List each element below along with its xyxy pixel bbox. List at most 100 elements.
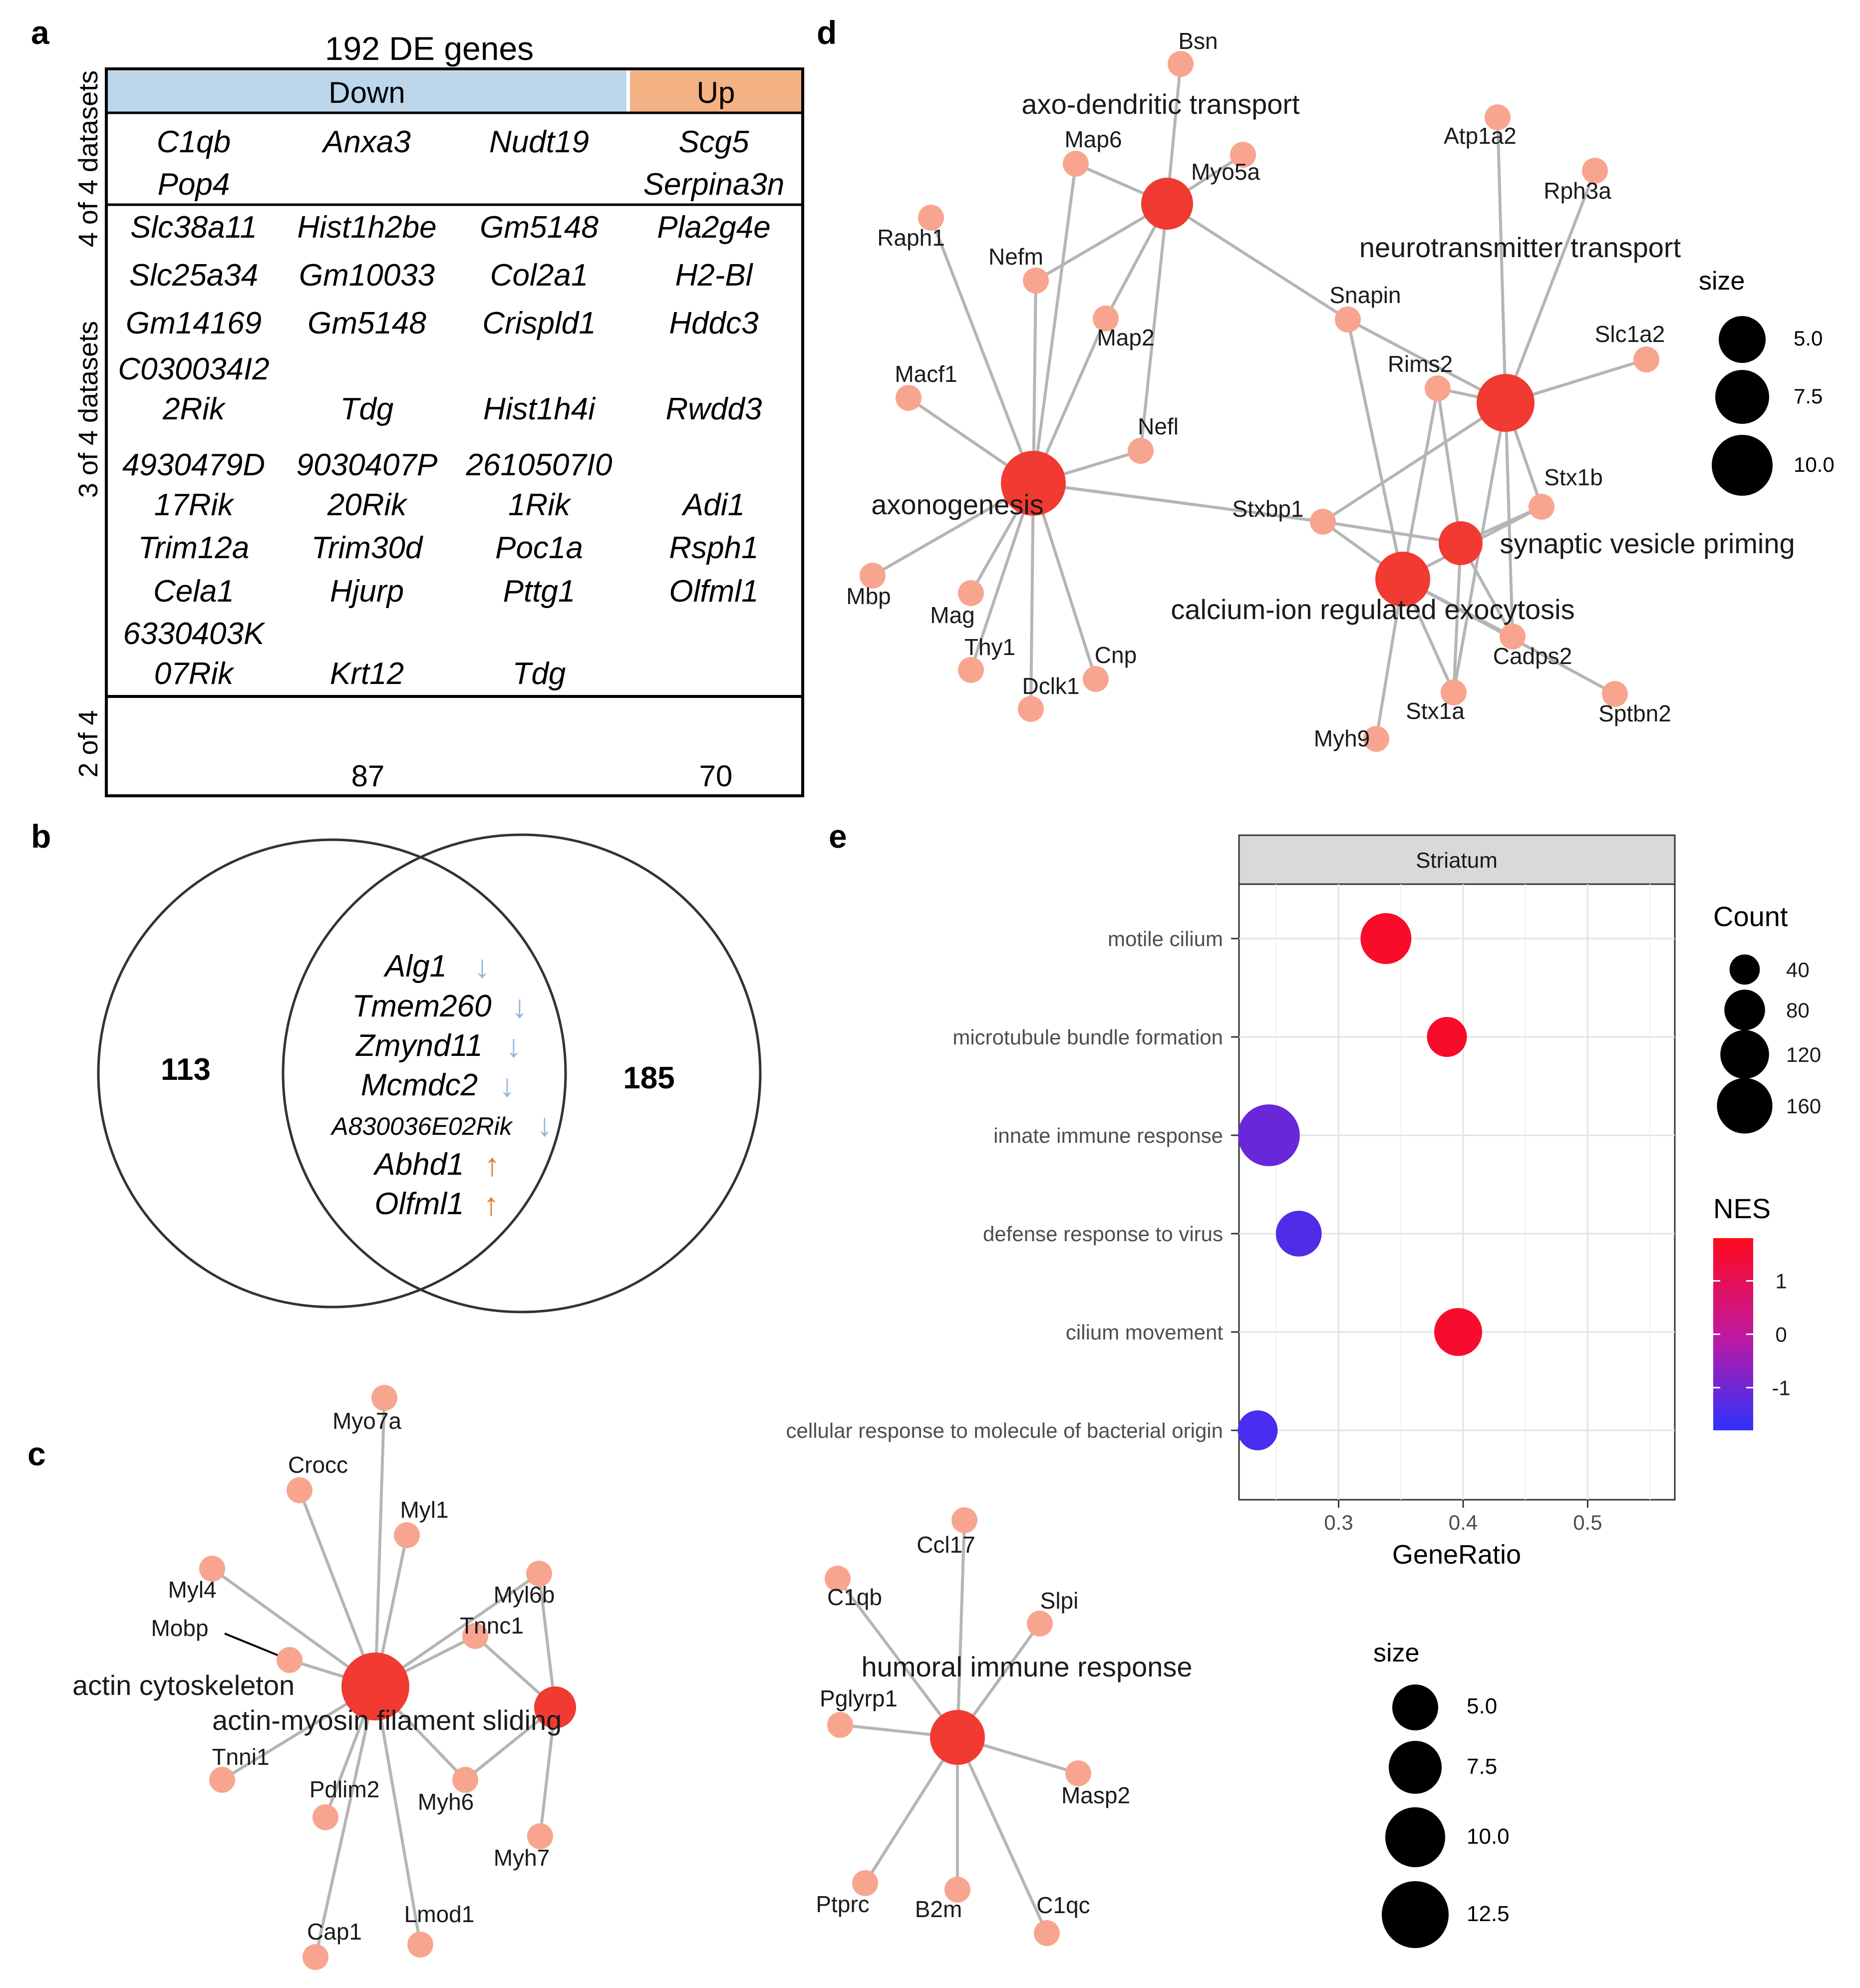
gene-label: Macf1 — [895, 361, 957, 387]
gene-node — [526, 1561, 552, 1587]
dot-cellular-response-to-molecule-of-bacterial-origin — [1238, 1410, 1278, 1450]
dot-plot: Striatum motile cilium microtubule bundle… — [786, 834, 1821, 1570]
dot-cilium-movement — [1434, 1308, 1482, 1356]
nes-tick-label: 1 — [1775, 1270, 1787, 1293]
gene-node — [896, 385, 922, 411]
gene-cell: Hddc3 — [669, 306, 758, 340]
gene-cell: Hjurp — [330, 574, 404, 609]
gene-label: C1qb — [827, 1584, 882, 1610]
gene-node — [394, 1522, 420, 1548]
y-tick-label: cilium movement — [1066, 1321, 1223, 1344]
x-axis-label: GeneRatio — [1392, 1540, 1521, 1570]
y-tick-label: microtubule bundle formation — [952, 1025, 1223, 1049]
venn-diagram: 113 185 Alg1 ↓ Tmem260 ↓ Zmynd11 ↓ Mcmdc2 ↓ A830… — [97, 833, 762, 1314]
term-node — [341, 1653, 409, 1720]
gene-label: Myh9 — [1314, 725, 1370, 751]
network-edge — [864, 1736, 959, 1884]
gene-node — [1063, 151, 1089, 177]
x-axis-ticks: 0.3 0.4 0.5 — [1324, 1500, 1602, 1534]
size-legend-d-dot-3 — [1712, 435, 1773, 496]
gene-label: Ccl17 — [917, 1532, 975, 1558]
network-edge — [1436, 388, 1462, 544]
down-header-label: Down — [328, 76, 405, 109]
network-edge — [1504, 170, 1596, 404]
gene-label: Mbp — [846, 583, 891, 609]
venn-circle-left — [97, 838, 567, 1309]
gene-node — [1425, 375, 1451, 401]
gene-node — [825, 1566, 851, 1592]
overlap-gene: Mcmdc2 — [361, 1068, 478, 1102]
gene-label: Stxbp1 — [1232, 496, 1303, 522]
gene-node — [958, 657, 984, 683]
size-legend-h-label-1: 5.0 — [1467, 1694, 1497, 1718]
gene-cell: 2Rik — [162, 392, 226, 426]
gene-node — [827, 1712, 853, 1738]
count-legend-label: 120 — [1786, 1043, 1821, 1066]
gene-cell: 20Rik — [327, 488, 408, 522]
size-legend-d: size 5.0 7.5 10.0 — [1699, 267, 1835, 496]
row-group-4of4: 4 of 4 datasets — [73, 70, 103, 247]
gene-node — [1363, 726, 1389, 752]
gene-label: Myo5a — [1191, 159, 1260, 185]
term-label: actin cytoskeleton — [72, 1669, 295, 1701]
gene-cell: Rsph1 — [669, 531, 758, 565]
gene-cell: Col2a1 — [490, 258, 588, 293]
gene-cell: 17Rik — [154, 488, 235, 522]
gene-cell: H2-Bl — [675, 258, 753, 293]
gene-label: Myl1 — [400, 1497, 448, 1523]
gene-label: Slpi — [1040, 1588, 1079, 1614]
gene-node — [918, 205, 944, 231]
arrow-down-icon: ↓ — [512, 989, 528, 1024]
size-legend-d-label-3: 10.0 — [1794, 453, 1835, 476]
gene-node — [1027, 1611, 1053, 1637]
term-label: axo-dendritic transport — [1021, 88, 1300, 120]
gene-cell: Olfml1 — [669, 574, 758, 609]
arrow-up-icon: ↑ — [484, 1147, 500, 1183]
gene-cell: Gm14169 — [126, 306, 262, 340]
gene-cell: Gm10033 — [299, 258, 435, 293]
venn-overlap-genes: Alg1 ↓ Tmem260 ↓ Zmynd11 ↓ Mcmdc2 ↓ A830036E02Ri… — [330, 949, 553, 1222]
venn-right-count: 185 — [623, 1061, 674, 1095]
network-edge — [298, 1489, 377, 1687]
gene-label: Tnni1 — [212, 1744, 269, 1770]
y-tick-label: motile cilium — [1108, 927, 1223, 951]
gene-label: Pdlim2 — [310, 1776, 380, 1802]
dot-motile-cilium — [1360, 913, 1412, 964]
gene-label: Nefm — [988, 244, 1043, 270]
y-axis-labels: motile cilium microtubule bundle formatio… — [786, 927, 1239, 1442]
gene-cell: Krt12 — [330, 657, 404, 691]
nes-tick-label: 0 — [1775, 1323, 1787, 1346]
row-group-2of4: 2 of 4 — [73, 710, 103, 777]
size-legend-h-dot-4 — [1382, 1881, 1449, 1948]
gene-node — [312, 1804, 338, 1830]
count-legend-dot — [1720, 1030, 1769, 1079]
gene-cell: 2610507I0 — [465, 448, 612, 482]
gene-label: Thy1 — [964, 634, 1015, 660]
gene-cell: Pop4 — [158, 167, 230, 202]
gene-label: Raph1 — [877, 225, 945, 251]
gene-label: Atp1a2 — [1444, 123, 1517, 149]
size-legend-h-dot-2 — [1389, 1741, 1442, 1794]
facet-label: Striatum — [1416, 848, 1498, 873]
term-node — [1141, 178, 1193, 230]
panel-label-c: c — [27, 1435, 46, 1472]
size-legend-d-dot-2 — [1715, 370, 1769, 424]
overlap-gene: Olfml1 — [374, 1187, 464, 1221]
gene-node — [371, 1385, 397, 1411]
gene-node — [462, 1623, 488, 1649]
overlap-gene: A830036E02Rik — [330, 1112, 513, 1140]
panel-label-e: e — [829, 818, 847, 855]
dot-microtubule-bundle-formation — [1427, 1017, 1467, 1057]
gene-node — [1441, 679, 1467, 705]
network-edge — [1032, 483, 1097, 679]
gene-label: Mobp — [151, 1615, 208, 1641]
gene-cell: 1Rik — [508, 488, 572, 522]
gene-cell: Tdg — [340, 392, 394, 426]
gene-label: Cnp — [1095, 642, 1137, 668]
gene-label: Cadps2 — [1493, 643, 1572, 669]
network-edge — [1033, 482, 1323, 523]
gene-node — [303, 1944, 328, 1970]
overlap-gene: Abhd1 — [372, 1147, 464, 1182]
gene-node — [287, 1477, 312, 1503]
gene-label: Myh7 — [494, 1845, 550, 1871]
